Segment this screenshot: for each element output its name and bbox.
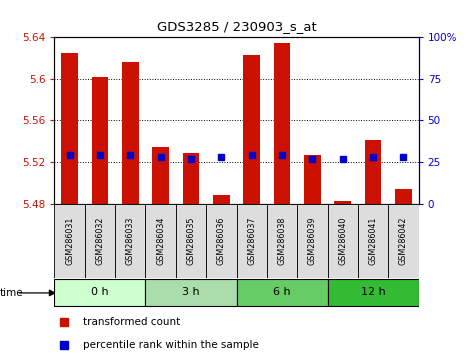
Text: GSM286037: GSM286037 [247, 216, 256, 265]
FancyBboxPatch shape [267, 204, 297, 278]
Text: GSM286031: GSM286031 [65, 217, 74, 265]
Bar [365, 140, 381, 204]
Text: GSM286040: GSM286040 [338, 217, 347, 265]
FancyBboxPatch shape [327, 279, 419, 307]
Title: GDS3285 / 230903_s_at: GDS3285 / 230903_s_at [157, 20, 316, 33]
FancyBboxPatch shape [54, 204, 85, 278]
FancyBboxPatch shape [236, 204, 267, 278]
FancyBboxPatch shape [388, 204, 419, 278]
Bar [395, 189, 412, 204]
FancyBboxPatch shape [54, 279, 145, 307]
Text: GSM286042: GSM286042 [399, 216, 408, 265]
Text: GSM286034: GSM286034 [156, 217, 165, 265]
Bar [213, 195, 230, 204]
Text: 12 h: 12 h [361, 287, 385, 297]
FancyBboxPatch shape [206, 204, 236, 278]
Bar [304, 155, 321, 204]
FancyBboxPatch shape [297, 204, 327, 278]
Text: GSM286039: GSM286039 [308, 216, 317, 265]
Text: GSM286041: GSM286041 [368, 217, 377, 265]
FancyBboxPatch shape [145, 279, 236, 307]
Bar [152, 147, 169, 204]
Bar [334, 201, 351, 204]
FancyBboxPatch shape [358, 204, 388, 278]
Text: 0 h: 0 h [91, 287, 109, 297]
FancyBboxPatch shape [236, 279, 327, 307]
Text: 3 h: 3 h [182, 287, 200, 297]
Bar [183, 153, 199, 204]
Bar [122, 62, 139, 204]
Text: GSM286036: GSM286036 [217, 217, 226, 265]
Text: GSM286035: GSM286035 [186, 216, 195, 265]
Text: transformed count: transformed count [83, 317, 181, 327]
Text: GSM286033: GSM286033 [126, 217, 135, 265]
Text: GSM286038: GSM286038 [278, 217, 287, 265]
Text: GSM286032: GSM286032 [96, 216, 105, 265]
Text: 6 h: 6 h [273, 287, 291, 297]
FancyBboxPatch shape [327, 204, 358, 278]
FancyBboxPatch shape [85, 204, 115, 278]
Text: percentile rank within the sample: percentile rank within the sample [83, 340, 259, 350]
Bar [243, 55, 260, 204]
Text: time: time [0, 288, 24, 298]
Bar [92, 77, 108, 204]
Bar [61, 53, 78, 204]
FancyBboxPatch shape [145, 204, 176, 278]
Bar [274, 44, 290, 204]
FancyBboxPatch shape [115, 204, 145, 278]
FancyBboxPatch shape [176, 204, 206, 278]
